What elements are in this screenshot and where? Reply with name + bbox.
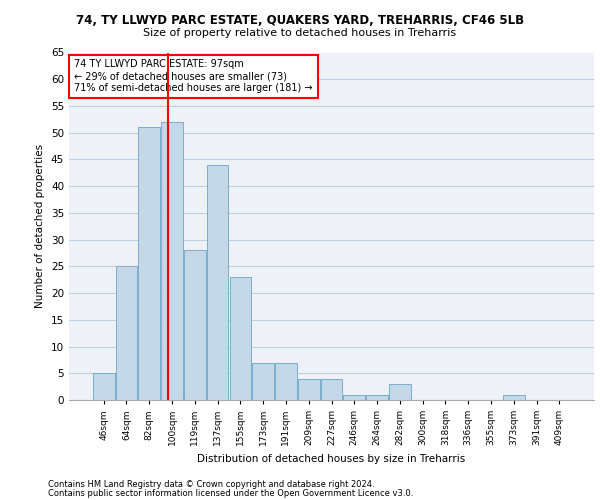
Bar <box>298 378 320 400</box>
X-axis label: Distribution of detached houses by size in Treharris: Distribution of detached houses by size … <box>197 454 466 464</box>
Bar <box>139 128 160 400</box>
Bar <box>207 165 229 400</box>
Text: Size of property relative to detached houses in Treharris: Size of property relative to detached ho… <box>143 28 457 38</box>
Bar <box>320 378 343 400</box>
Bar <box>93 374 115 400</box>
Bar <box>503 394 524 400</box>
Bar <box>275 362 297 400</box>
Text: 74, TY LLWYD PARC ESTATE, QUAKERS YARD, TREHARRIS, CF46 5LB: 74, TY LLWYD PARC ESTATE, QUAKERS YARD, … <box>76 14 524 27</box>
Text: 74 TY LLWYD PARC ESTATE: 97sqm
← 29% of detached houses are smaller (73)
71% of : 74 TY LLWYD PARC ESTATE: 97sqm ← 29% of … <box>74 60 313 92</box>
Bar <box>184 250 206 400</box>
Bar <box>389 384 410 400</box>
Bar <box>230 277 251 400</box>
Bar <box>161 122 183 400</box>
Bar <box>116 266 137 400</box>
Text: Contains public sector information licensed under the Open Government Licence v3: Contains public sector information licen… <box>48 488 413 498</box>
Bar <box>343 394 365 400</box>
Bar <box>366 394 388 400</box>
Y-axis label: Number of detached properties: Number of detached properties <box>35 144 46 308</box>
Text: Contains HM Land Registry data © Crown copyright and database right 2024.: Contains HM Land Registry data © Crown c… <box>48 480 374 489</box>
Bar <box>253 362 274 400</box>
